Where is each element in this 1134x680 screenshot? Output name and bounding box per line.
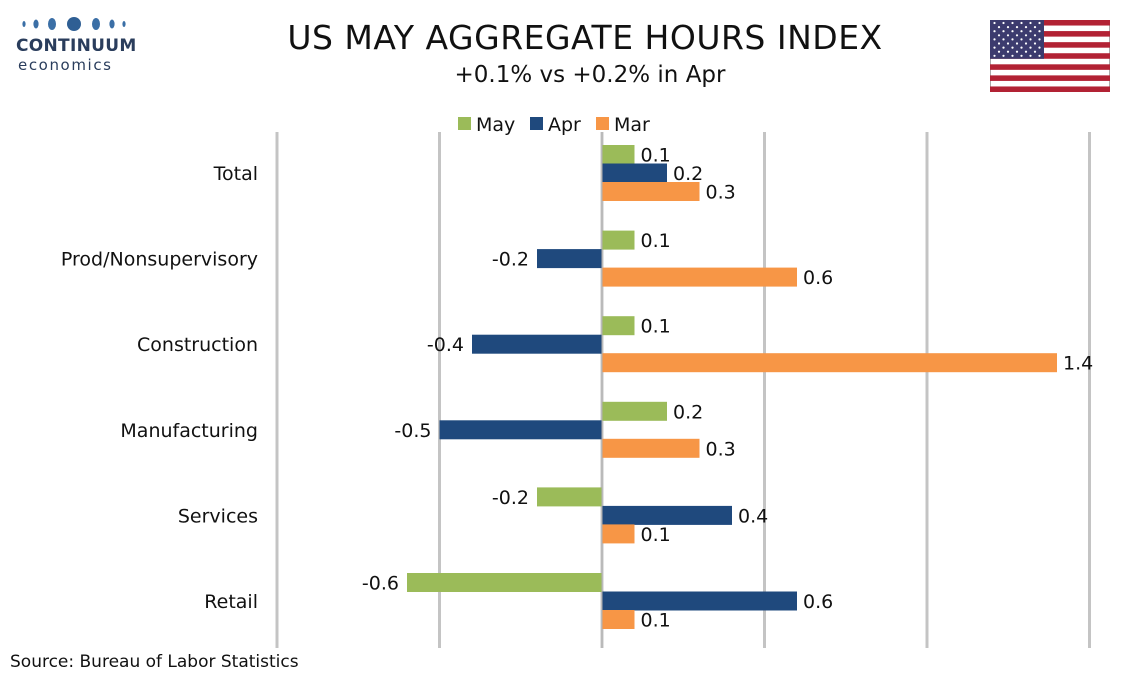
- bar-mar: [602, 353, 1057, 373]
- chart-title: US MAY AGGREGATE HOURS INDEX: [287, 18, 883, 57]
- bar-may: [602, 145, 635, 164]
- data-label: -0.2: [492, 249, 529, 271]
- bar-may: [602, 401, 667, 421]
- logo-subtitle: economics: [18, 56, 113, 74]
- legend-label-apr: Apr: [548, 114, 581, 136]
- bar-apr: [602, 505, 732, 525]
- category-label: Prod/Nonsupervisory: [61, 249, 258, 271]
- bar-may: [407, 573, 602, 592]
- legend: May Apr Mar: [458, 114, 650, 136]
- category-labels: Total Prod/Nonsupervisory Construction Manu…: [61, 163, 258, 613]
- category-label: Services: [178, 505, 258, 527]
- bar-apr: [439, 420, 602, 440]
- bar-may: [602, 230, 635, 250]
- data-label: 0.1: [641, 145, 671, 167]
- gridlines: [275, 132, 1091, 648]
- category-label: Construction: [137, 334, 258, 356]
- category-label: Total: [213, 163, 258, 185]
- bar-mar: [602, 182, 700, 201]
- data-label: 0.2: [673, 163, 703, 185]
- bar-mar: [602, 610, 635, 629]
- bar-may: [537, 487, 602, 507]
- bars: [407, 145, 1057, 629]
- legend-swatch-may: [458, 117, 471, 130]
- us-flag-icon: [990, 20, 1110, 92]
- data-label: 0.6: [803, 267, 833, 289]
- legend-label-mar: Mar: [614, 114, 650, 136]
- chart-subtitle: +0.1% vs +0.2% in Apr: [454, 62, 726, 88]
- data-label: 0.4: [738, 505, 768, 527]
- category-label: Manufacturing: [120, 420, 258, 442]
- data-label: -0.5: [394, 420, 431, 442]
- legend-swatch-mar: [596, 117, 609, 130]
- data-label: 0.3: [706, 438, 736, 460]
- bar-mar: [602, 267, 797, 287]
- data-label: -0.6: [362, 573, 399, 595]
- data-labels: 0.10.20.30.1-0.20.60.1-0.41.40.2-0.50.3-…: [362, 145, 1093, 632]
- logo-name: CONTINUUM: [16, 36, 137, 56]
- legend-label-may: May: [476, 114, 515, 136]
- logo-dots-icon: [22, 17, 126, 31]
- data-label: 1.4: [1063, 353, 1093, 375]
- data-label: 0.1: [641, 230, 671, 252]
- category-label: Retail: [204, 591, 258, 613]
- bar-apr: [602, 591, 797, 611]
- data-label: 0.3: [706, 182, 736, 204]
- bar-apr: [602, 163, 667, 183]
- legend-swatch-apr: [530, 117, 543, 130]
- data-label: 0.2: [673, 401, 703, 423]
- data-label: 0.6: [803, 591, 833, 613]
- data-label: -0.2: [492, 487, 529, 509]
- bar-apr: [472, 334, 602, 354]
- bar-may: [602, 316, 635, 336]
- data-label: 0.1: [641, 524, 671, 546]
- source-note: Source: Bureau of Labor Statistics: [10, 652, 299, 672]
- bar-mar: [602, 524, 635, 544]
- data-label: -0.4: [427, 334, 464, 356]
- data-label: 0.1: [641, 316, 671, 338]
- continuum-logo: CONTINUUM economics: [14, 14, 144, 78]
- data-label: 0.1: [641, 610, 671, 632]
- bar-apr: [537, 249, 602, 269]
- bar-mar: [602, 438, 700, 458]
